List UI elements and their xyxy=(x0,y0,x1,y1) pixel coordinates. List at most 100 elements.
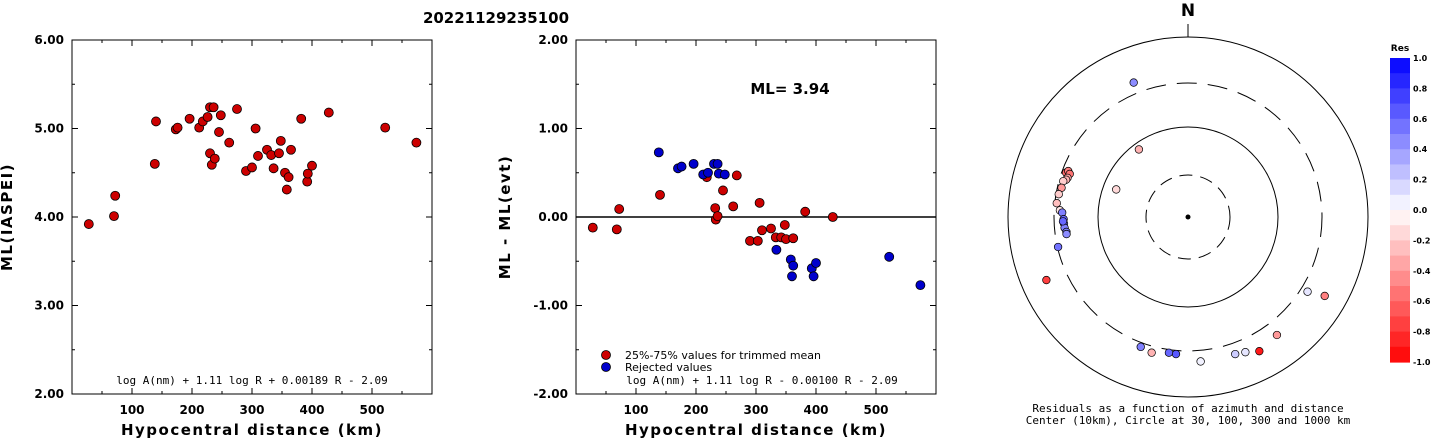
colorbar-tick-label: -0.2 xyxy=(1413,236,1431,245)
data-point xyxy=(286,144,296,155)
data-point xyxy=(214,127,224,137)
colorbar-tick-label: -0.8 xyxy=(1413,328,1431,337)
data-point xyxy=(83,219,94,229)
data-point xyxy=(703,167,713,178)
station-residual-point xyxy=(1171,349,1181,359)
data-point xyxy=(712,211,723,222)
x-tick-label: 400 xyxy=(299,403,324,417)
data-point xyxy=(655,189,665,200)
data-point xyxy=(268,163,279,174)
station-residual-point xyxy=(1054,190,1063,199)
data-point xyxy=(323,107,334,118)
colorbar-cell xyxy=(1390,118,1410,135)
data-point xyxy=(688,158,699,169)
colorbar-cell xyxy=(1390,58,1410,74)
colorbar-cell xyxy=(1390,240,1410,257)
station-residual-point xyxy=(1272,330,1282,340)
x-tick-label: 100 xyxy=(623,403,648,417)
station-residual-point xyxy=(1196,357,1205,366)
station-residual-point xyxy=(1053,242,1063,252)
station-residual-point xyxy=(1052,199,1061,208)
station-residual-point xyxy=(1147,348,1156,357)
y-tick-label: 1.00 xyxy=(538,122,568,136)
data-point xyxy=(728,201,739,212)
colorbar-tick-label: 0.6 xyxy=(1413,115,1428,124)
north-label: N xyxy=(1181,1,1195,21)
data-point xyxy=(208,102,219,113)
station-residual-point xyxy=(1164,348,1174,357)
colorbar-tick-label: 0.2 xyxy=(1413,176,1427,185)
x-tick-label: 300 xyxy=(239,403,264,417)
data-point xyxy=(787,271,797,282)
y-tick-label: 2.00 xyxy=(34,387,64,401)
colorbar-cell xyxy=(1390,194,1410,211)
station-residual-point xyxy=(1058,217,1068,226)
data-point xyxy=(151,116,161,127)
colorbar-tick-label: -1.0 xyxy=(1413,358,1431,367)
data-point xyxy=(253,151,263,161)
colorbar-cell xyxy=(1390,331,1410,348)
colorbar-cell xyxy=(1390,103,1410,120)
colorbar-tick-label: 0.4 xyxy=(1413,145,1428,154)
ring-300km xyxy=(1053,82,1323,352)
data-point xyxy=(302,168,313,179)
data-point xyxy=(110,190,121,201)
ring-30km xyxy=(1145,174,1231,260)
data-point xyxy=(718,185,728,196)
data-point xyxy=(766,223,776,234)
station-residual-point xyxy=(1241,348,1250,357)
data-point xyxy=(771,244,782,255)
data-point xyxy=(788,260,799,271)
station-residual-point xyxy=(1136,342,1145,352)
x-tick-label: 500 xyxy=(863,403,888,417)
data-point xyxy=(247,162,257,173)
data-point xyxy=(274,148,284,159)
y-tick-label: -2.00 xyxy=(533,387,568,401)
x-axis-label: Hypocentral distance (km) xyxy=(625,421,887,439)
data-point xyxy=(209,153,220,164)
y-tick-label: 2.00 xyxy=(538,33,568,47)
data-point xyxy=(614,204,625,214)
colorbar-cell xyxy=(1390,179,1410,196)
data-point xyxy=(411,137,422,148)
caption-line-1: Residuals as a function of azimuth and d… xyxy=(1032,402,1343,415)
y-tick-label: 6.00 xyxy=(34,33,64,47)
colorbar-tick-label: -0.4 xyxy=(1413,267,1431,276)
y-axis-label: ML(IASPEI) xyxy=(0,163,16,271)
x-axis-label: Hypocentral distance (km) xyxy=(121,421,383,439)
data-point xyxy=(380,122,391,133)
colorbar-cell xyxy=(1390,225,1410,241)
data-point xyxy=(779,220,790,230)
colorbar-cell xyxy=(1390,316,1410,333)
colorbar-tick-label: 1.0 xyxy=(1413,54,1428,63)
ring-100km xyxy=(1097,126,1279,308)
colorbar-tick-label: 0.0 xyxy=(1413,206,1428,215)
data-point xyxy=(915,280,926,291)
data-point xyxy=(202,112,213,122)
legend-marker-rejected xyxy=(601,362,611,372)
data-point xyxy=(250,123,261,134)
station-residual-point xyxy=(1129,78,1138,87)
data-point xyxy=(808,271,819,282)
data-point xyxy=(653,147,664,158)
data-point xyxy=(283,172,294,183)
data-point xyxy=(281,184,292,195)
station-residual-point xyxy=(1320,291,1329,301)
y-tick-label: 4.00 xyxy=(34,210,64,224)
legend-label-trimmed: 25%-75% values for trimmed mean xyxy=(625,349,821,362)
ml-annotation: ML= 3.94 xyxy=(750,80,829,98)
station-residual-point xyxy=(1112,185,1121,194)
data-point xyxy=(224,137,235,148)
data-point xyxy=(800,206,811,217)
data-point xyxy=(719,169,730,180)
legend-label-rejected: Rejected values xyxy=(625,361,712,374)
y-tick-label: 0.00 xyxy=(538,210,568,224)
data-point xyxy=(884,251,895,262)
plot-frame xyxy=(71,39,433,395)
station-residual-point xyxy=(1134,145,1144,154)
y-axis-label: ML - ML(evt) xyxy=(496,155,514,279)
x-tick-label: 500 xyxy=(359,403,384,417)
chart-title: 20221129235100 xyxy=(423,9,569,27)
station-residual-point xyxy=(1231,349,1240,359)
